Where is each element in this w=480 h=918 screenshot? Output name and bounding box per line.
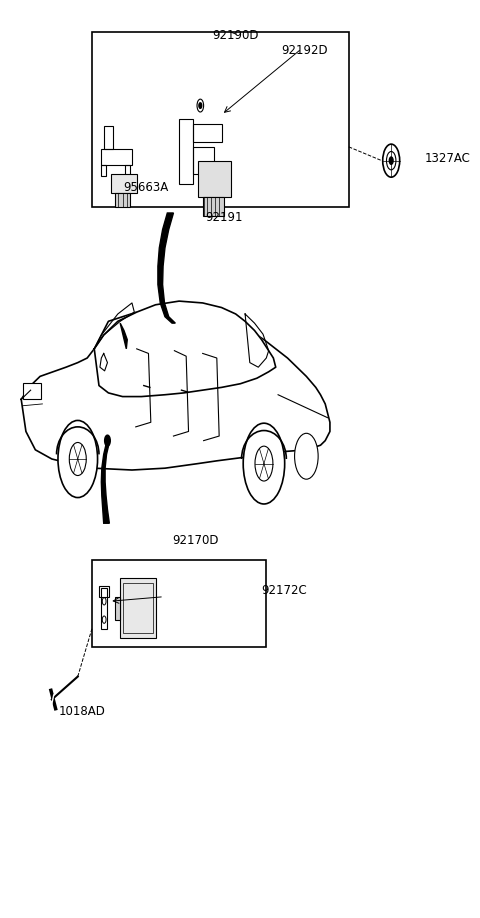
Circle shape [105,435,110,446]
Bar [23,383,41,399]
Circle shape [389,157,393,164]
Circle shape [243,423,285,504]
Text: 1018AD: 1018AD [59,705,106,718]
Bar [101,149,132,165]
Bar [120,578,156,638]
Circle shape [199,103,202,108]
Polygon shape [100,353,108,371]
Text: 95663A: 95663A [123,181,169,194]
Polygon shape [21,308,330,470]
Polygon shape [101,442,109,523]
Text: 92191: 92191 [205,211,242,224]
Text: 92192D: 92192D [281,44,327,57]
Circle shape [255,446,273,481]
Polygon shape [158,213,175,323]
Circle shape [69,442,86,476]
Bar [203,197,224,216]
Bar [125,165,130,176]
Text: 92190D: 92190D [213,29,259,42]
Bar [193,147,215,174]
Circle shape [58,420,97,498]
Text: 1327AC: 1327AC [424,152,470,165]
Circle shape [295,433,318,479]
Bar [122,583,153,633]
Bar [92,560,266,647]
Polygon shape [120,323,127,349]
Bar [111,174,137,193]
Bar [101,165,106,176]
Bar [116,193,130,207]
Bar [104,126,113,149]
Text: 92172C: 92172C [262,584,307,597]
Bar [179,119,193,184]
Bar [99,586,109,597]
Bar [198,161,231,197]
Bar [193,124,222,142]
Bar [92,32,349,207]
Bar [116,597,120,620]
Text: 92170D: 92170D [172,534,219,547]
Polygon shape [94,301,276,397]
Bar [101,588,107,629]
